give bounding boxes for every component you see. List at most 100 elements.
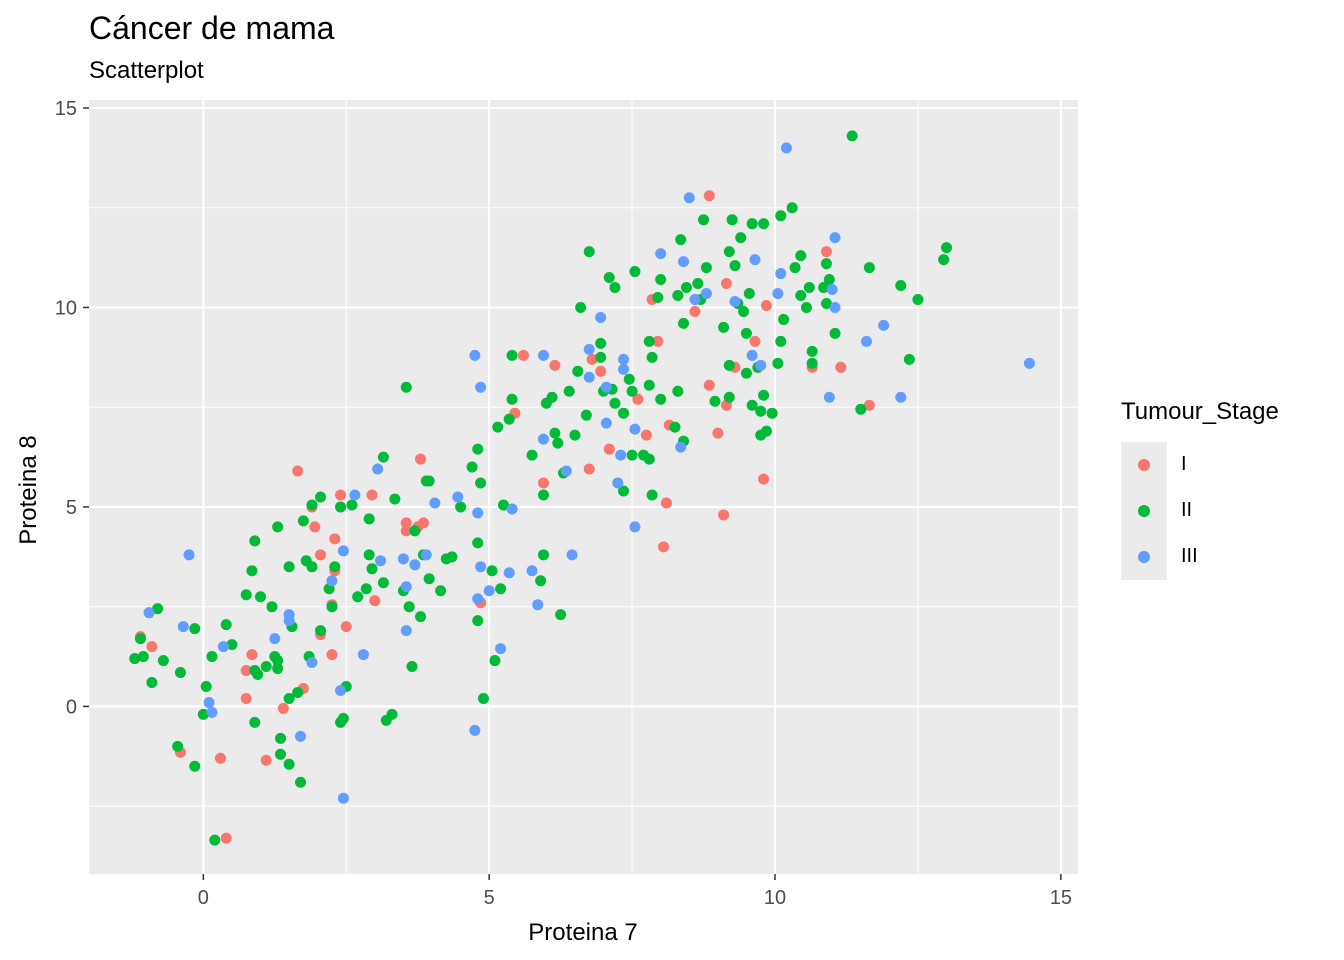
data-point-stage-I bbox=[718, 509, 730, 521]
data-point-stage-III bbox=[537, 433, 549, 445]
data-point-stage-II bbox=[818, 282, 830, 294]
data-point-stage-II bbox=[823, 274, 835, 286]
data-point-stage-II bbox=[423, 573, 435, 585]
data-point-stage-III bbox=[729, 295, 741, 307]
data-point-stage-I bbox=[595, 365, 607, 377]
data-point-stage-II bbox=[389, 493, 401, 505]
y-tick-label: 5 bbox=[66, 497, 77, 519]
data-point-stage-II bbox=[846, 130, 858, 142]
data-point-stage-II bbox=[546, 391, 558, 403]
data-point-stage-II bbox=[363, 549, 375, 561]
data-point-stage-II bbox=[386, 708, 398, 720]
data-point-stage-I bbox=[760, 299, 772, 311]
data-point-stage-II bbox=[377, 451, 389, 463]
data-point-stage-II bbox=[260, 661, 272, 673]
data-point-stage-II bbox=[246, 565, 258, 577]
data-point-stage-II bbox=[297, 515, 309, 527]
data-point-stage-I bbox=[340, 621, 352, 633]
data-point-stage-II bbox=[726, 214, 738, 226]
data-point-stage-II bbox=[680, 282, 692, 294]
data-point-stage-III bbox=[203, 696, 215, 708]
data-point-stage-II bbox=[678, 317, 690, 329]
data-point-stage-III bbox=[495, 643, 507, 655]
data-point-stage-II bbox=[406, 661, 418, 673]
data-point-stage-III bbox=[600, 381, 612, 393]
data-point-stage-III bbox=[755, 359, 767, 371]
data-point-stage-II bbox=[240, 589, 252, 601]
data-point-stage-II bbox=[778, 313, 790, 325]
data-point-stage-III bbox=[472, 507, 484, 519]
data-point-stage-III bbox=[469, 724, 481, 736]
data-point-stage-II bbox=[740, 367, 752, 379]
data-point-stage-I bbox=[240, 692, 252, 704]
data-point-stage-II bbox=[643, 453, 655, 465]
data-point-stage-II bbox=[283, 758, 295, 770]
data-point-stage-II bbox=[272, 663, 284, 675]
data-point-stage-II bbox=[740, 327, 752, 339]
data-point-stage-II bbox=[772, 357, 784, 369]
data-point-stage-III bbox=[629, 423, 641, 435]
data-point-stage-II bbox=[252, 669, 264, 681]
data-point-stage-II bbox=[709, 395, 721, 407]
data-point-stage-III bbox=[615, 449, 627, 461]
data-point-stage-I bbox=[400, 525, 412, 537]
data-point-stage-II bbox=[758, 218, 770, 230]
y-tick-label: 10 bbox=[55, 297, 77, 319]
data-point-stage-II bbox=[735, 232, 747, 244]
data-point-stage-II bbox=[226, 639, 238, 651]
data-point-stage-I bbox=[652, 335, 664, 347]
data-point-stage-II bbox=[337, 712, 349, 724]
data-point-stage-II bbox=[723, 359, 735, 371]
data-point-stage-II bbox=[275, 732, 287, 744]
data-point-stage-I bbox=[309, 521, 321, 533]
data-point-stage-II bbox=[646, 351, 658, 363]
data-point-stage-I bbox=[400, 517, 412, 529]
data-point-stage-II bbox=[572, 365, 584, 377]
axis-ticks bbox=[83, 107, 1062, 880]
data-point-stage-II bbox=[152, 603, 164, 615]
data-point-stage-I bbox=[240, 665, 252, 677]
data-point-stage-I bbox=[292, 465, 304, 477]
data-point-stage-I bbox=[863, 399, 875, 411]
data-point-stage-II bbox=[609, 397, 621, 409]
data-point-stage-II bbox=[795, 289, 807, 301]
y-tick-label: 0 bbox=[66, 696, 77, 718]
legend-key-II bbox=[1121, 488, 1167, 534]
data-point-stage-III bbox=[506, 503, 518, 515]
data-point-stage-I bbox=[415, 453, 427, 465]
data-point-stage-I bbox=[658, 541, 670, 553]
data-point-stage-II bbox=[775, 210, 787, 222]
data-point-stage-II bbox=[157, 655, 169, 667]
data-point-stage-II bbox=[306, 561, 318, 573]
data-point-stage-II bbox=[775, 335, 787, 347]
data-point-stage-II bbox=[346, 499, 358, 511]
data-point-stage-III bbox=[372, 463, 384, 475]
data-point-stage-III bbox=[618, 363, 630, 375]
data-point-stage-II bbox=[189, 760, 201, 772]
data-point-stage-II bbox=[423, 475, 435, 487]
data-point-stage-II bbox=[829, 327, 841, 339]
data-point-stage-I bbox=[703, 379, 715, 391]
data-point-stage-II bbox=[249, 716, 261, 728]
data-point-stage-II bbox=[137, 651, 149, 663]
data-point-stage-II bbox=[595, 351, 607, 363]
data-point-stage-III bbox=[283, 615, 295, 627]
data-point-stage-III bbox=[472, 593, 484, 605]
data-point-stage-I bbox=[583, 463, 595, 475]
data-point-stage-III bbox=[469, 349, 481, 361]
data-point-stage-I bbox=[146, 641, 158, 653]
data-point-stage-I bbox=[277, 702, 289, 714]
data-point-stage-III bbox=[420, 549, 432, 561]
data-point-stage-II bbox=[766, 407, 778, 419]
data-point-stage-II bbox=[595, 337, 607, 349]
data-point-stage-II bbox=[758, 389, 770, 401]
data-point-stage-III bbox=[772, 288, 784, 299]
y-tick-label: 15 bbox=[55, 98, 77, 120]
data-point-stage-III bbox=[583, 343, 595, 355]
data-point-stage-III bbox=[780, 142, 792, 154]
data-point-stage-II bbox=[506, 393, 518, 405]
data-point-stage-III bbox=[526, 565, 538, 577]
data-point-stage-II bbox=[403, 601, 415, 613]
data-point-stage-II bbox=[472, 537, 484, 549]
data-point-stage-II bbox=[655, 274, 667, 286]
